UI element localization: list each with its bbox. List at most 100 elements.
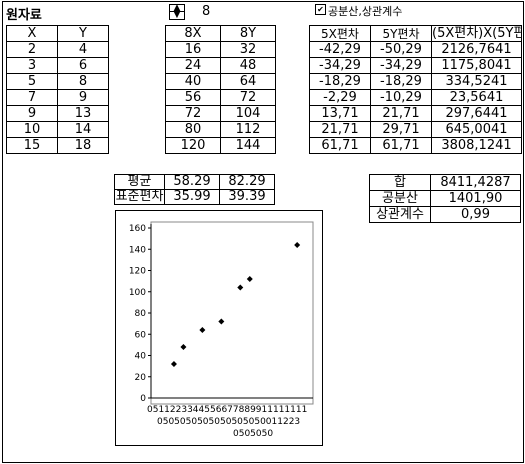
deviation-cell: 23,5641	[431, 89, 522, 106]
table-row: 9 13	[6, 105, 109, 122]
corr-label: 상관계수	[369, 206, 431, 223]
x-tick-label-row: 0505050	[233, 429, 273, 439]
scaled-cell: 80	[165, 121, 221, 138]
y-tick-label: 140	[129, 245, 146, 255]
data-point	[199, 327, 206, 333]
sheet-title: 원자료	[6, 8, 42, 23]
table-row: -42,29 -50,29 2126,7641	[309, 41, 522, 58]
scaled-cell: 144	[220, 137, 276, 154]
scaled-cell: 56	[165, 89, 221, 106]
table-row: 10 14	[6, 121, 109, 138]
raw-data-table: X Y 2 4 3 6 5 8 7 9 9 13 10 14 15 18	[6, 25, 109, 154]
deviation-cell: 13,71	[309, 105, 371, 122]
scaled-cell: 120	[165, 137, 221, 154]
y-tick-label: 80	[135, 309, 147, 319]
deviation-cell: 1175,8041	[431, 57, 522, 74]
deviation-cell: -50,29	[370, 41, 432, 58]
raw-cell: 14	[57, 121, 109, 138]
y-tick-label: 160	[129, 224, 146, 234]
deviation-cell: 645,0041	[431, 121, 522, 138]
x-tick-label-row: 0505050505050505050011223	[157, 417, 300, 427]
scaled-cell: 112	[220, 121, 276, 138]
scaled-cell: 16	[165, 41, 221, 58]
table-row: -2,29 -10,29 23,5641	[309, 89, 522, 106]
y-tick-label: 100	[129, 288, 146, 298]
table-row: 61,71 61,71 3808,1241	[309, 137, 522, 154]
deviation-cell: 297,6441	[431, 105, 522, 122]
x-tick-label-row: 0511223344556677889911111111	[147, 405, 307, 415]
scaled-cell: 32	[220, 41, 276, 58]
raw-cell: 7	[6, 89, 58, 106]
raw-cell: 18	[57, 137, 109, 154]
scaled-cell: 40	[165, 73, 221, 90]
table-row: -18,29 -18,29 334,5241	[309, 73, 522, 90]
raw-cell: 10	[6, 121, 58, 138]
deviation-cell: -10,29	[370, 89, 432, 106]
deviation-cell: 334,5241	[431, 73, 522, 90]
mean-8x: 58.29	[164, 174, 220, 190]
raw-header: X	[6, 25, 58, 42]
deviation-header: (5X편차)X(5Y편차)	[431, 25, 522, 42]
table-row: 16 32	[165, 41, 276, 58]
table-row: 21,71 29,71 645,0041	[309, 121, 522, 138]
data-point	[294, 242, 301, 248]
deviation-cell: 29,71	[370, 121, 432, 138]
scaled-cell: 72	[165, 105, 221, 122]
deviation-cell: 21,71	[370, 105, 432, 122]
table-row: 24 48	[165, 57, 276, 74]
y-tick-label: 60	[135, 330, 147, 340]
deviation-cell: -34,29	[309, 57, 371, 74]
cov-label: 공분산	[369, 190, 431, 207]
scatter-chart[interactable]: 0 20 40 60 80 100 120 140 160 051122334455667788…	[115, 210, 323, 446]
y-tick-label: 40	[135, 352, 147, 362]
raw-cell: 9	[57, 89, 109, 106]
data-point	[237, 284, 244, 291]
deviation-cell: -42,29	[309, 41, 371, 58]
deviation-header: 5X편차	[309, 25, 371, 42]
data-point	[246, 276, 253, 282]
table-row: 80 112	[165, 121, 276, 138]
table-row: 40 64	[165, 73, 276, 90]
scaled-header: 8X	[165, 25, 221, 42]
deviation-cell: 61,71	[370, 137, 432, 154]
sum-value: 8411,4287	[430, 174, 521, 191]
std-8x: 35.99	[164, 189, 220, 205]
stats-table: 평균 58.29 82.29 표준편차 35.99 39.39	[114, 174, 275, 205]
std-8y: 39.39	[219, 189, 275, 205]
deviation-header: 5Y편차	[370, 25, 432, 42]
raw-cell: 15	[6, 137, 58, 154]
table-row: 72 104	[165, 105, 276, 122]
raw-cell: 4	[57, 41, 109, 58]
cov-value: 1401,90	[430, 190, 521, 207]
table-row: -34,29 -34,29 1175,8041	[309, 57, 522, 74]
scaled-cell: 104	[220, 105, 276, 122]
deviation-cell: 2126,7641	[431, 41, 522, 58]
table-row: 120 144	[165, 137, 276, 154]
std-label: 표준편차	[114, 189, 165, 205]
covariance-checkbox[interactable]: ✔	[315, 4, 326, 15]
spinner-up-icon[interactable]: ▲	[173, 3, 181, 13]
spinner-down-icon[interactable]: ▼	[170, 11, 184, 20]
data-point	[180, 344, 187, 350]
scaled-cell: 24	[165, 57, 221, 74]
sum-label: 합	[369, 174, 431, 191]
summary-table: 합 8411,4287 공분산 1401,90 상관계수 0,99	[369, 174, 521, 223]
y-tick-label: 0	[140, 394, 146, 404]
corr-value: 0,99	[430, 206, 521, 223]
raw-cell: 2	[6, 41, 58, 58]
spinner-value: 8	[202, 4, 211, 19]
table-row: 15 18	[6, 137, 109, 154]
scaled-cell: 64	[220, 73, 276, 90]
scaled-cell: 48	[220, 57, 276, 74]
raw-cell: 3	[6, 57, 58, 74]
spinner-control[interactable]: ▲ ▼	[169, 4, 185, 20]
mean-label: 평균	[114, 174, 165, 190]
raw-cell: 6	[57, 57, 109, 74]
covariance-checkbox-label: 공분산,상관계수	[328, 5, 403, 18]
scaled-header: 8Y	[220, 25, 276, 42]
raw-cell: 9	[6, 105, 58, 122]
deviation-cell: -2,29	[309, 89, 371, 106]
